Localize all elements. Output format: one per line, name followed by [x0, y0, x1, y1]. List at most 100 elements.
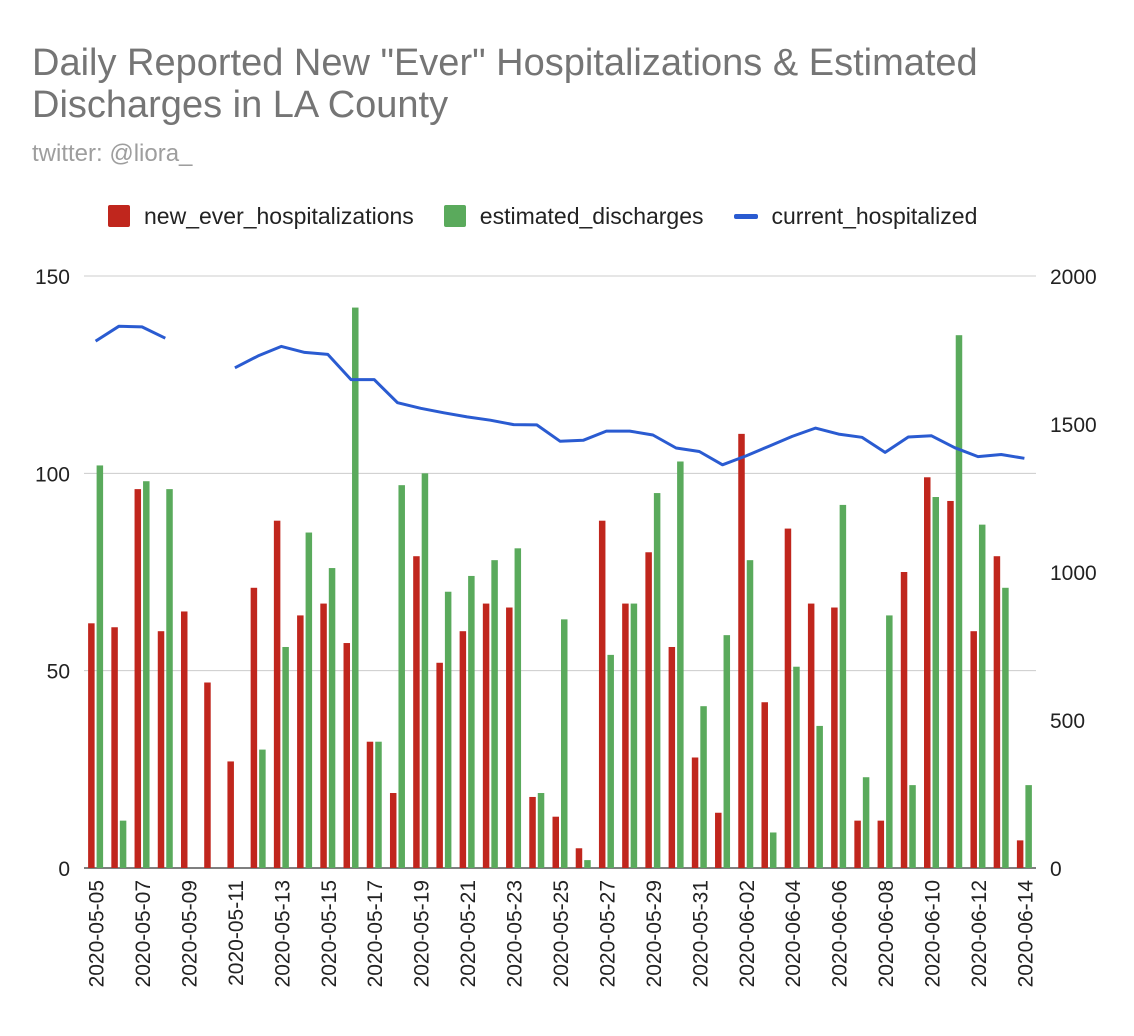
bar-new-ever-hospitalizations [436, 662, 443, 868]
bar-estimated-discharges [143, 481, 150, 868]
bar-estimated-discharges [96, 465, 104, 868]
x-tick-label: 2020-05-23 [504, 880, 527, 987]
bar-new-ever-hospitalizations [691, 757, 699, 868]
x-tick-label: 2020-05-27 [596, 880, 619, 987]
legend-label: estimated_discharges [479, 202, 704, 229]
x-tick-label: 2020-06-10 [922, 880, 945, 987]
x-tick-label: 2020-06-02 [736, 880, 759, 987]
bar-estimated-discharges [932, 497, 940, 868]
bar-estimated-discharges [166, 489, 173, 868]
chart-title: Daily Reported New "Ever" Hospitalizatio… [32, 42, 978, 126]
bar-estimated-discharges [398, 485, 405, 868]
bar-estimated-discharges [839, 504, 847, 868]
y-left-tick-label: 0 [58, 858, 70, 881]
y-right-tick-label: 1500 [1050, 414, 1097, 437]
bar-estimated-discharges [514, 548, 522, 868]
line-current-hospitalized [234, 344, 1025, 467]
bar-estimated-discharges [862, 777, 870, 868]
bar-estimated-discharges [468, 575, 475, 868]
bar-estimated-discharges [955, 335, 963, 868]
y-left-tick-label: 50 [47, 661, 70, 684]
bar-estimated-discharges [909, 785, 916, 868]
bar-estimated-discharges [816, 725, 823, 868]
bar-new-ever-hospitalizations [807, 603, 815, 868]
bar-estimated-discharges [561, 619, 568, 868]
bar-estimated-discharges [119, 820, 127, 868]
legend-item-new-ever-hospitalizations[interactable]: new_ever_hospitalizations [108, 203, 414, 230]
legend-item-estimated-discharges[interactable]: estimated_discharges [443, 202, 704, 230]
line-current-hospitalized [94, 324, 166, 343]
bar-new-ever-hospitalizations [227, 761, 234, 868]
bar-new-ever-hospitalizations [877, 820, 885, 868]
x-tick-label: 2020-05-25 [550, 880, 573, 987]
bar-new-ever-hospitalizations [900, 572, 908, 868]
y-right-tick-label: 2000 [1050, 266, 1097, 289]
bar-new-ever-hospitalizations [575, 848, 583, 868]
bar-new-ever-hospitalizations [459, 631, 467, 868]
bar-new-ever-hospitalizations [366, 741, 374, 868]
x-tick-label: 2020-05-31 [689, 880, 712, 987]
x-tick-label: 2020-05-07 [132, 880, 155, 987]
legend-swatch-green [443, 205, 466, 227]
bar-new-ever-hospitalizations [273, 520, 281, 868]
bar-estimated-discharges [584, 860, 591, 868]
x-tick-label: 2020-05-19 [411, 880, 434, 987]
bar-new-ever-hospitalizations [924, 477, 931, 868]
x-tick-label: 2020-06-04 [782, 880, 805, 988]
bar-estimated-discharges [491, 560, 498, 868]
bar-new-ever-hospitalizations [622, 603, 629, 868]
bar-estimated-discharges [328, 568, 336, 868]
bar-new-ever-hospitalizations [854, 820, 861, 868]
bar-estimated-discharges [746, 560, 754, 868]
x-tick-label: 2020-06-06 [829, 880, 852, 987]
y-right-tick-label: 0 [1050, 858, 1062, 881]
bar-estimated-discharges [537, 793, 545, 868]
bar-new-ever-hospitalizations [413, 556, 420, 868]
bar-new-ever-hospitalizations [598, 520, 606, 868]
bar-estimated-discharges [700, 706, 707, 868]
bar-new-ever-hospitalizations [250, 587, 258, 868]
x-tick-label: 2020-05-09 [178, 880, 201, 987]
legend-item-current-hospitalized[interactable]: current_hospitalized [733, 202, 978, 230]
x-tick-label: 2020-06-08 [875, 880, 898, 987]
bar-new-ever-hospitalizations [180, 611, 188, 868]
legend-label: current_hospitalized [771, 202, 978, 229]
y-right-tick-label: 500 [1050, 710, 1085, 733]
x-tick-label: 2020-05-29 [643, 880, 666, 987]
x-tick-label: 2020-06-12 [968, 880, 991, 987]
bar-new-ever-hospitalizations [506, 607, 513, 868]
x-tick-label: 2020-05-15 [318, 880, 341, 987]
chart-subtitle: twitter: @liora_ [32, 140, 193, 167]
bar-new-ever-hospitalizations [389, 793, 397, 868]
x-tick-label: 2020-05-11 [225, 880, 248, 986]
bar-estimated-discharges [607, 654, 614, 868]
bar-estimated-discharges [352, 307, 359, 868]
bar-new-ever-hospitalizations [204, 682, 211, 868]
bar-new-ever-hospitalizations [831, 607, 838, 868]
bar-estimated-discharges [630, 603, 638, 868]
bar-estimated-discharges [723, 635, 731, 868]
bar-new-ever-hospitalizations [552, 816, 559, 868]
bar-new-ever-hospitalizations [970, 631, 977, 868]
bar-new-ever-hospitalizations [1016, 840, 1024, 868]
x-tick-label: 2020-06-14 [1014, 880, 1037, 988]
bar-estimated-discharges [375, 741, 382, 868]
bar-estimated-discharges [677, 461, 684, 868]
bar-new-ever-hospitalizations [111, 627, 118, 868]
bar-new-ever-hospitalizations [343, 643, 351, 868]
bar-new-ever-hospitalizations [947, 500, 954, 868]
bar-estimated-discharges [769, 832, 777, 868]
bar-estimated-discharges [1025, 785, 1032, 868]
bar-estimated-discharges [282, 646, 289, 868]
x-tick-label: 2020-05-13 [271, 880, 294, 987]
y-left-tick-label: 150 [35, 266, 70, 289]
x-tick-label: 2020-05-17 [364, 880, 387, 987]
bar-estimated-discharges [886, 615, 893, 868]
bar-estimated-discharges [978, 524, 986, 868]
bar-new-ever-hospitalizations [784, 528, 792, 868]
x-tick-label: 2020-05-05 [86, 880, 109, 987]
bar-new-ever-hospitalizations [645, 552, 652, 868]
bar-estimated-discharges [653, 493, 661, 868]
bar-estimated-discharges [793, 666, 800, 868]
